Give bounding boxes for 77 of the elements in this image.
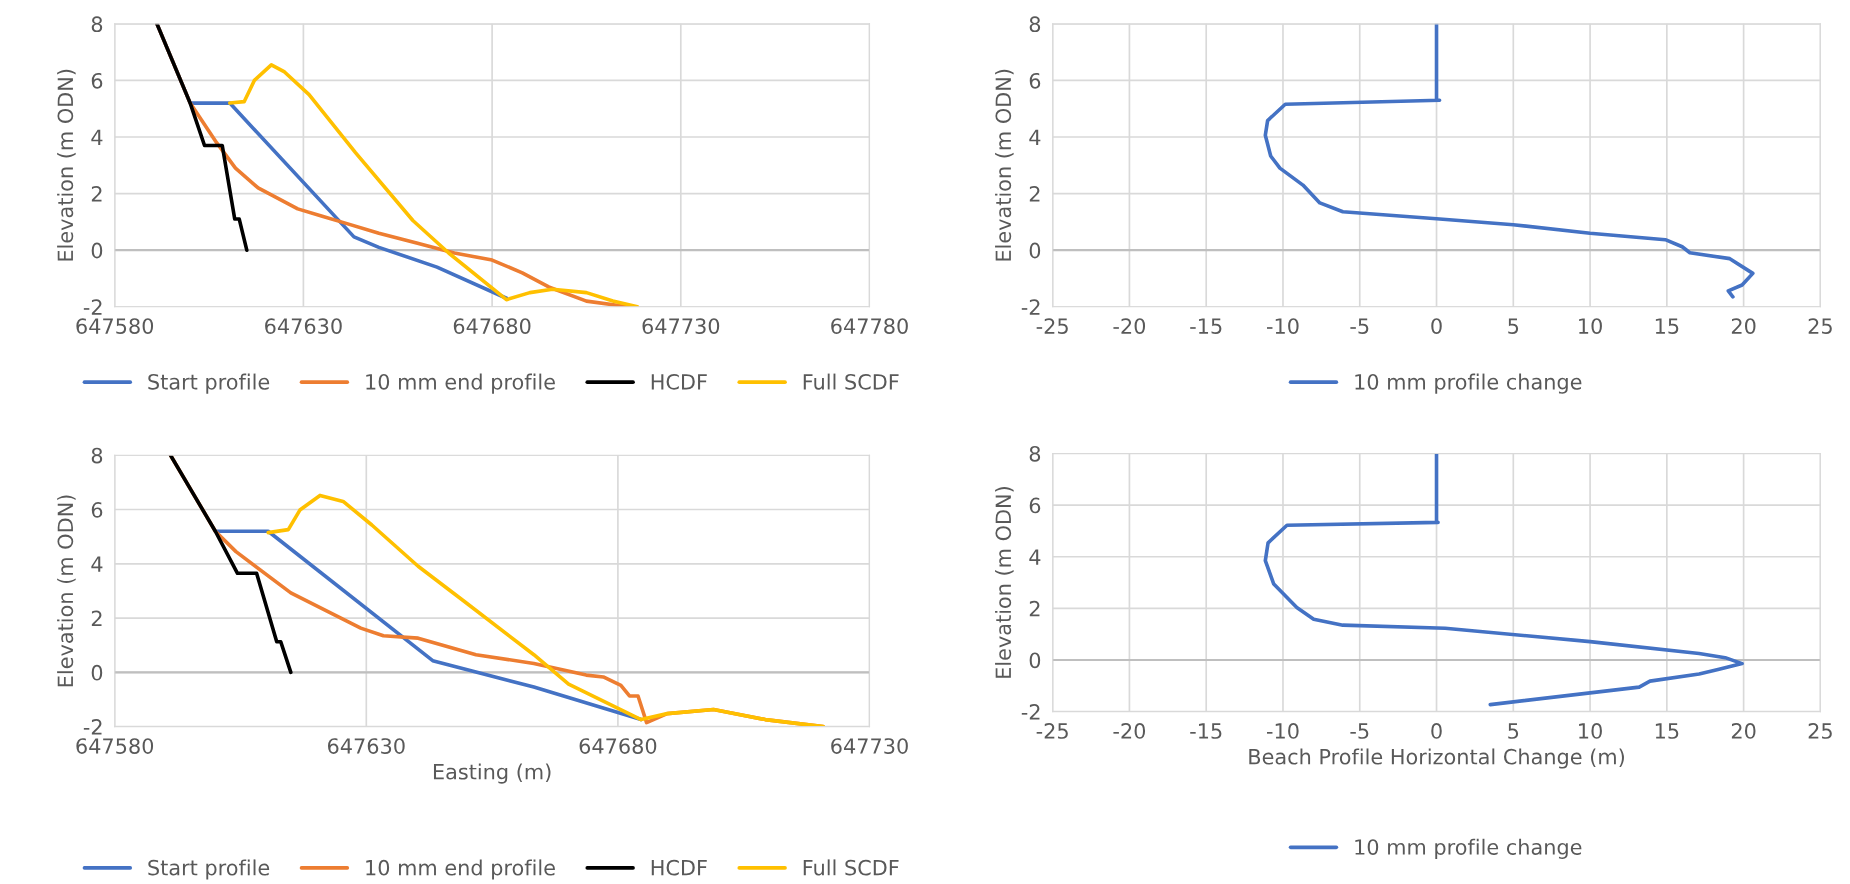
x-tick-label: 647780 <box>831 318 908 334</box>
line-series <box>155 23 249 252</box>
y-tick-label: 8 <box>91 16 103 33</box>
x-tick-label: 647580 <box>76 318 154 334</box>
x-tick-label: 647630 <box>327 738 405 754</box>
x-tick-label: 647680 <box>453 318 531 334</box>
y-tick-label: 6 <box>91 72 103 89</box>
y-tick-label: 8 <box>1029 445 1041 462</box>
x-tick-label: 10 <box>1579 723 1602 739</box>
y-tick-label: 4 <box>91 129 103 145</box>
line-series <box>168 455 293 675</box>
y-tick-label: 6 <box>91 501 103 518</box>
legend-label: 10 mm profile change <box>1355 838 1582 859</box>
line-series <box>266 493 826 727</box>
line-series <box>1263 23 1755 299</box>
y-tick-label: 0 <box>91 664 103 681</box>
x-tick-label: -20 <box>1113 723 1146 739</box>
legend-label: HCDF <box>651 859 707 876</box>
line-series <box>1263 453 1744 707</box>
x-tick-label: -10 <box>1266 723 1299 739</box>
x-tick-label: 647630 <box>265 318 342 334</box>
x-axis-title: Beach Profile Horizontal Change (m) <box>1249 748 1624 769</box>
y-tick-label: 6 <box>1029 72 1041 89</box>
y-tick-label: 8 <box>91 447 103 464</box>
y-axis-title: Elevation (m ODN) <box>995 487 1014 678</box>
legend-label: Start profile <box>148 373 270 394</box>
x-tick-label: -20 <box>1113 318 1146 334</box>
x-axis-title: Easting (m) <box>433 763 551 784</box>
legend-label: HCDF <box>651 373 707 390</box>
y-tick-label: 0 <box>91 242 103 259</box>
legend-label: Full SCDF <box>803 859 899 876</box>
x-tick-label: 20 <box>1731 318 1756 334</box>
x-tick-label: 647730 <box>642 318 720 334</box>
x-tick-label: -15 <box>1190 318 1222 334</box>
x-tick-label: 10 <box>1579 318 1602 334</box>
y-tick-label: -2 <box>1021 704 1040 720</box>
x-tick-label: -5 <box>1350 723 1369 739</box>
x-tick-label: -15 <box>1190 723 1222 739</box>
x-tick-label: 5 <box>1508 318 1519 334</box>
x-tick-label: 15 <box>1655 723 1679 739</box>
legend-label: 10 mm profile change <box>1355 373 1582 394</box>
x-tick-label: 647580 <box>76 738 154 754</box>
y-tick-label: -2 <box>83 719 102 735</box>
x-tick-label: 0 <box>1431 723 1442 739</box>
x-tick-label: 647680 <box>579 738 657 754</box>
y-axis-title: Elevation (m ODN) <box>995 69 1014 261</box>
x-tick-label: -10 <box>1266 318 1299 334</box>
y-tick-label: 8 <box>1029 16 1041 33</box>
line-series <box>228 63 640 307</box>
y-axis-title: Elevation (m ODN) <box>57 495 76 687</box>
y-tick-label: 2 <box>91 186 102 202</box>
y-tick-label: -2 <box>1021 299 1040 315</box>
y-tick-label: 2 <box>91 610 102 627</box>
y-tick-label: 2 <box>1029 600 1040 617</box>
x-tick-label: 25 <box>1808 318 1832 334</box>
x-tick-label: -5 <box>1350 318 1369 334</box>
y-tick-label: 2 <box>1029 186 1040 202</box>
x-tick-label: 0 <box>1431 318 1442 334</box>
legend-label: 10 mm end profile <box>366 859 555 880</box>
y-tick-label: 0 <box>1029 652 1041 669</box>
legend-label: Full SCDF <box>803 373 899 390</box>
y-tick-label: -2 <box>83 299 102 315</box>
x-tick-label: 647730 <box>831 738 908 754</box>
x-tick-label: 20 <box>1731 723 1756 739</box>
y-axis-title: Elevation (m ODN) <box>57 69 76 261</box>
x-tick-label: 15 <box>1655 318 1679 334</box>
y-tick-label: 0 <box>1029 242 1041 259</box>
y-tick-label: 4 <box>1029 129 1041 145</box>
legend-label: Start profile <box>148 859 270 880</box>
y-tick-label: 4 <box>1029 549 1041 565</box>
x-tick-label: 5 <box>1508 723 1519 739</box>
y-tick-label: 4 <box>91 556 103 572</box>
y-tick-label: 6 <box>1029 497 1041 514</box>
x-tick-label: -25 <box>1036 318 1068 334</box>
x-tick-label: -25 <box>1036 723 1068 739</box>
legend-label: 10 mm end profile <box>366 373 555 394</box>
x-tick-label: 25 <box>1808 723 1832 739</box>
